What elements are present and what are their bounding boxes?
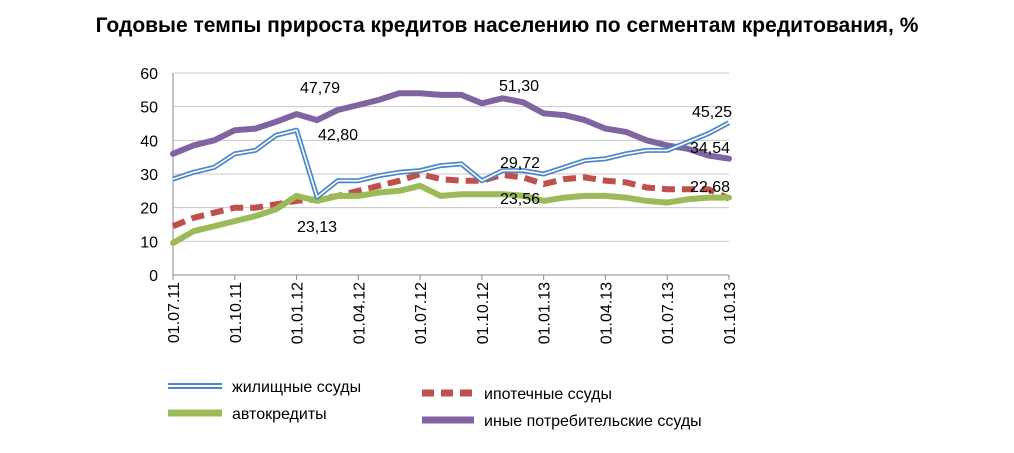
x-tick-01.04.13: 01.04.13: [598, 282, 615, 344]
series-2: [170, 182, 732, 246]
x-tick-01.10.13: 01.10.13: [722, 282, 739, 344]
legend-label-consumer: иные потребительские ссуды: [484, 413, 702, 430]
series-line-inner: [172, 121, 730, 198]
x-tick-01.07.12: 01.07.12: [413, 282, 430, 344]
annotation-45-25: 45,25: [692, 104, 732, 121]
x-tick-01.07.13: 01.07.13: [660, 282, 677, 344]
annotation-47-79: 47,79: [300, 80, 340, 97]
legend-item-consumer: иные потребительские ссуды: [422, 413, 702, 430]
legend: жилищные ссуды автокредиты ипотечные ссу…: [168, 379, 702, 430]
y-tick-30: 30: [140, 167, 158, 184]
series-3: [170, 90, 732, 162]
data-labels: 47,79 42,80 23,13 51,30 29,72 23,56 45,2…: [297, 78, 732, 236]
y-tick-20: 20: [140, 201, 158, 218]
x-tick-labels: 01.07.11 01.10.11 01.01.12 01.04.12 01.07.12…: [166, 275, 739, 344]
annotation-23-13: 23,13: [297, 219, 337, 236]
chart-title: Годовые темпы прироста кредитов населени…: [95, 14, 919, 37]
y-tick-50: 50: [140, 100, 158, 117]
grid-lines: [172, 72, 729, 276]
series-0: [172, 120, 731, 200]
annotation-29-72: 29,72: [500, 155, 540, 172]
x-tick-01.01.12: 01.01.12: [290, 282, 307, 344]
series-line: [171, 170, 731, 229]
x-tick-01.10.11: 01.10.11: [228, 282, 245, 343]
legend-item-mortgage: ипотечные ссуды: [422, 386, 612, 403]
legend-item-auto: автокредиты: [168, 406, 327, 423]
y-tick-10: 10: [140, 234, 158, 251]
legend-label-housing: жилищные ссуды: [232, 379, 361, 396]
y-tick-60: 60: [140, 66, 158, 83]
annotation-34-54: 34,54: [690, 140, 730, 157]
y-tick-40: 40: [140, 133, 158, 150]
series-1: [171, 170, 731, 229]
x-tick-01.10.12: 01.10.12: [475, 282, 492, 344]
y-tick-0: 0: [149, 268, 158, 285]
annotation-22-68: 22,68: [690, 179, 730, 196]
y-tick-labels: 0 10 20 30 40 50 60: [140, 66, 158, 285]
annotation-51-30: 51,30: [499, 78, 539, 95]
series-line: [170, 182, 732, 246]
annotation-42-80: 42,80: [318, 127, 358, 144]
legend-label-mortgage: ипотечные ссуды: [484, 386, 612, 403]
legend-label-auto: автокредиты: [232, 406, 327, 423]
x-tick-01.07.11: 01.07.11: [166, 282, 183, 343]
series-line: [170, 90, 732, 162]
x-tick-01.01.13: 01.01.13: [537, 282, 554, 344]
legend-item-housing: жилищные ссуды: [168, 379, 361, 396]
x-tick-01.04.12: 01.04.12: [351, 282, 368, 344]
annotation-23-56: 23,56: [500, 191, 540, 208]
series-lines: [170, 90, 732, 246]
